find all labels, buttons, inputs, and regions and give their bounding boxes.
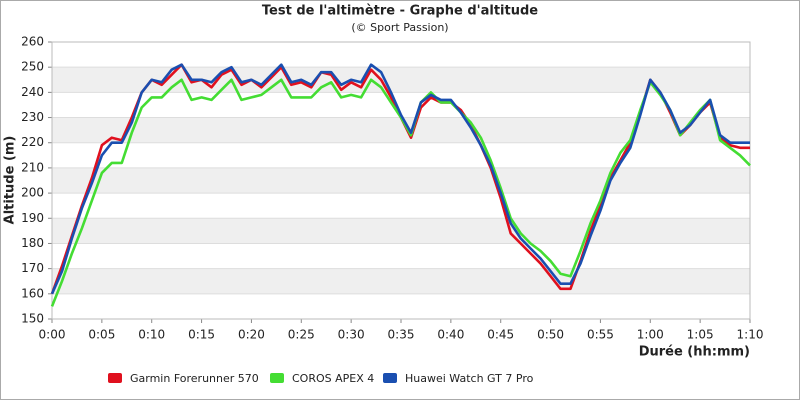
y-tick-label: 220: [21, 135, 44, 149]
x-tick-label: 0:10: [138, 328, 165, 342]
x-tick-label: 0:05: [88, 328, 115, 342]
x-tick-label: 1:10: [737, 328, 764, 342]
y-tick-label: 160: [21, 286, 44, 300]
legend-label: Huawei Watch GT 7 Pro: [405, 372, 534, 385]
x-tick-label: 0:35: [388, 328, 415, 342]
x-tick-label: 0:25: [288, 328, 315, 342]
x-axis-label: Durée (hh:mm): [639, 345, 750, 360]
grid-band: [52, 167, 750, 194]
chart-title: Test de l'altimètre - Graphe d'altitude: [262, 4, 538, 19]
x-tick-label: 0:30: [338, 328, 365, 342]
grid-band: [52, 268, 750, 294]
x-tick-label: 0:00: [39, 328, 66, 342]
y-tick-label: 150: [21, 312, 44, 326]
y-tick-label: 210: [21, 160, 44, 174]
legend-label: Garmin Forerunner 570: [130, 372, 259, 385]
y-axis-label: Altitude (m): [3, 136, 18, 225]
grid-band: [52, 218, 750, 244]
chart-subtitle: (© Sport Passion): [351, 21, 448, 34]
x-tick-label: 0:55: [587, 328, 614, 342]
y-tick-label: 190: [21, 211, 44, 225]
grid-band: [52, 117, 750, 143]
legend-label: COROS APEX 4: [292, 372, 374, 385]
legend-marker: [383, 373, 397, 383]
x-tick-label: 0:15: [188, 328, 215, 342]
y-tick-label: 260: [21, 35, 44, 49]
y-tick-label: 200: [21, 186, 44, 200]
x-tick-label: 0:50: [537, 328, 564, 342]
legend-marker: [270, 373, 284, 383]
x-tick-label: 0:45: [487, 328, 514, 342]
x-tick-label: 0:40: [437, 328, 464, 342]
plot-border: [51, 41, 751, 320]
y-tick-label: 180: [21, 236, 44, 250]
x-tick-label: 0:20: [238, 328, 265, 342]
x-tick-label: 1:00: [637, 328, 664, 342]
legend-marker: [108, 373, 122, 383]
data-line: [50, 63, 750, 295]
y-tick-label: 240: [21, 85, 44, 99]
y-tick-label: 230: [21, 110, 44, 124]
y-tick-label: 170: [21, 261, 44, 275]
x-tick-label: 1:05: [687, 328, 714, 342]
y-tick-label: 250: [21, 60, 44, 74]
